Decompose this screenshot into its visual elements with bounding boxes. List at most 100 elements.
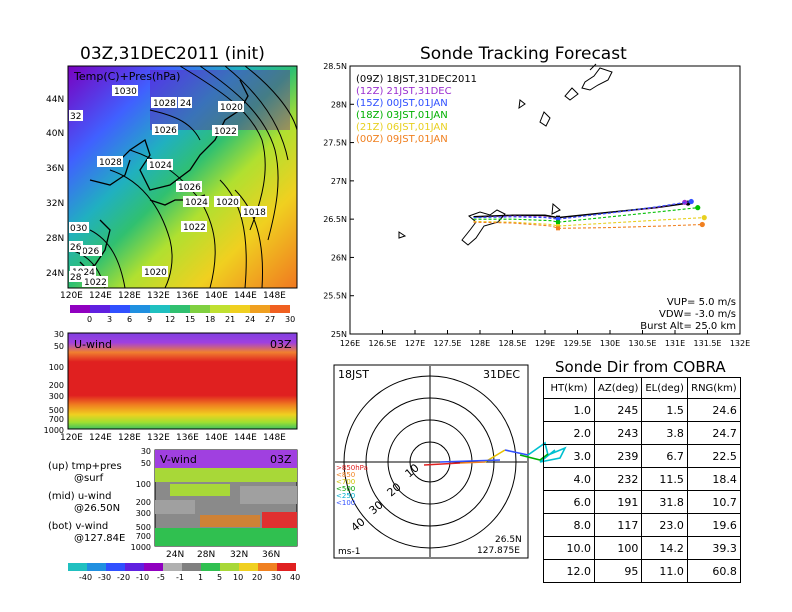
isobar-label: 1028: [151, 97, 177, 109]
lon-label: 128E: [118, 291, 141, 301]
isobar-label: 030: [69, 222, 89, 234]
y-tick-label: 26N: [331, 253, 347, 262]
svg-text:100: 100: [49, 363, 64, 372]
svg-text:28N: 28N: [197, 550, 215, 560]
map-subtitle: Temp(C)+Pres(hPa): [73, 70, 180, 83]
svg-text:300: 300: [136, 509, 151, 518]
y-tick-label: 27N: [331, 177, 347, 186]
lat-label: 28N: [46, 234, 64, 244]
legend-entry: (21Z) 06JST,01JAN: [356, 122, 448, 133]
svg-text:24: 24: [180, 99, 192, 109]
svg-text:136E: 136E: [176, 433, 199, 443]
table-cell: 6.0: [543, 490, 595, 514]
svg-text:5: 5: [217, 573, 222, 582]
side-note: (mid) u-wind: [48, 491, 112, 502]
svg-text:1020: 1020: [216, 198, 239, 208]
lon-label: 124E: [89, 291, 112, 301]
series-end-point: [688, 198, 694, 205]
svg-text:1: 1: [198, 573, 203, 582]
svg-text:50: 50: [54, 342, 64, 351]
uwind-panel: U-wind 03Z 30 50 100 200 300 500 700 100…: [44, 330, 298, 443]
isobar-label: 1018: [241, 206, 267, 218]
table-cell: 100: [593, 536, 643, 560]
polar-unit: ms-1: [338, 547, 360, 557]
svg-text:1026: 1026: [178, 183, 201, 193]
side-note: @127.84E: [74, 533, 126, 544]
map-title: 03Z,31DEC2011 (init): [80, 44, 265, 64]
table-cell: 117: [593, 513, 643, 537]
table-cell: 243: [593, 421, 643, 445]
table-cell: 245: [593, 398, 643, 422]
svg-text:-10: -10: [136, 573, 149, 582]
svg-text:30: 30: [54, 330, 64, 339]
table-row: 12.0 95 11.0 60.8: [543, 559, 741, 583]
svg-text:1000: 1000: [131, 543, 151, 552]
lat-label: 40N: [46, 129, 64, 139]
svg-text:1028: 1028: [99, 158, 122, 168]
svg-text:30: 30: [271, 573, 281, 582]
side-note: (bot) v-wind: [48, 521, 109, 532]
legend-entry: (00Z) 09JST,01JAN: [356, 134, 448, 145]
isobar-label: 28: [69, 271, 83, 283]
series-line: [473, 201, 685, 220]
series-burst-point: [556, 217, 560, 222]
table-cell: 3.0: [543, 444, 595, 468]
isobar-label: 1024: [183, 196, 209, 208]
isobar-label: 1026: [152, 124, 178, 136]
series-burst-point: [556, 226, 560, 231]
lon-label: 120E: [60, 291, 83, 301]
isobar-label: 1022: [181, 221, 207, 233]
table-row: 6.0 191 31.8 10.7: [543, 490, 741, 514]
isobar-label: 026: [80, 245, 102, 257]
table-cell: 2.0: [543, 421, 595, 445]
svg-text:700: 700: [136, 532, 151, 541]
table-header: HT(km): [543, 377, 595, 399]
table-cell: 31.8: [641, 490, 688, 514]
x-tick-label: 130E: [600, 339, 620, 348]
table-cell: 1.0: [543, 398, 595, 422]
svg-text:10: 10: [233, 573, 243, 582]
x-tick-label: 127.5E: [434, 339, 462, 348]
svg-text:<100: <100: [336, 499, 355, 507]
side-note: @surf: [74, 473, 104, 484]
svg-text:200: 200: [49, 381, 64, 390]
svg-text:20: 20: [252, 573, 262, 582]
series-line: [473, 200, 692, 220]
svg-text:50: 50: [141, 459, 151, 468]
svg-text:30: 30: [141, 447, 151, 456]
table-cell: 12.0: [543, 559, 595, 583]
svg-text:1026: 1026: [154, 126, 177, 136]
svg-text:128E: 128E: [118, 433, 141, 443]
y-tick-label: 26.5N: [323, 215, 347, 224]
svg-text:-40: -40: [79, 573, 92, 582]
table-cell: 6.7: [641, 444, 688, 468]
polar-lon: 127.875E: [477, 546, 520, 556]
table-row: 3.0 239 6.7 22.5: [543, 444, 741, 468]
svg-text:140E: 140E: [205, 433, 228, 443]
isobar-label: 1026: [176, 181, 202, 193]
x-tick-label: 129E: [535, 339, 555, 348]
svg-text:-30: -30: [98, 573, 111, 582]
isobar-label: 1028: [97, 156, 123, 168]
svg-text:-1: -1: [176, 573, 184, 582]
x-tick-label: 131E: [665, 339, 685, 348]
param-burst: Burst Alt= 25.0 km: [640, 321, 736, 332]
temp-colorbar: 0 3 6 9 12 15 18 21 24 27 30: [70, 305, 295, 324]
svg-text:40: 40: [290, 573, 300, 582]
svg-text:3: 3: [107, 315, 112, 324]
svg-text:12: 12: [165, 315, 175, 324]
x-tick-label: 128E: [470, 339, 490, 348]
svg-text:148E: 148E: [263, 433, 286, 443]
svg-text:<500: <500: [336, 485, 355, 493]
y-tick-label: 27.5N: [323, 139, 347, 148]
vwind-title: V-wind: [160, 453, 197, 466]
x-tick-label: 129.5E: [564, 339, 592, 348]
legend-entry: (12Z) 21JST,31DEC: [356, 86, 452, 97]
svg-text:-5: -5: [157, 573, 165, 582]
table-cell: 14.2: [641, 536, 688, 560]
svg-text:36N: 36N: [262, 550, 280, 560]
svg-text:32N: 32N: [230, 550, 248, 560]
svg-text:1024: 1024: [149, 161, 172, 171]
polar-left-label: 18JST: [338, 368, 369, 381]
sonde-table: HT(km) AZ(deg) EL(deg) RNG(km) 1.0 245 1.5…: [543, 377, 741, 583]
